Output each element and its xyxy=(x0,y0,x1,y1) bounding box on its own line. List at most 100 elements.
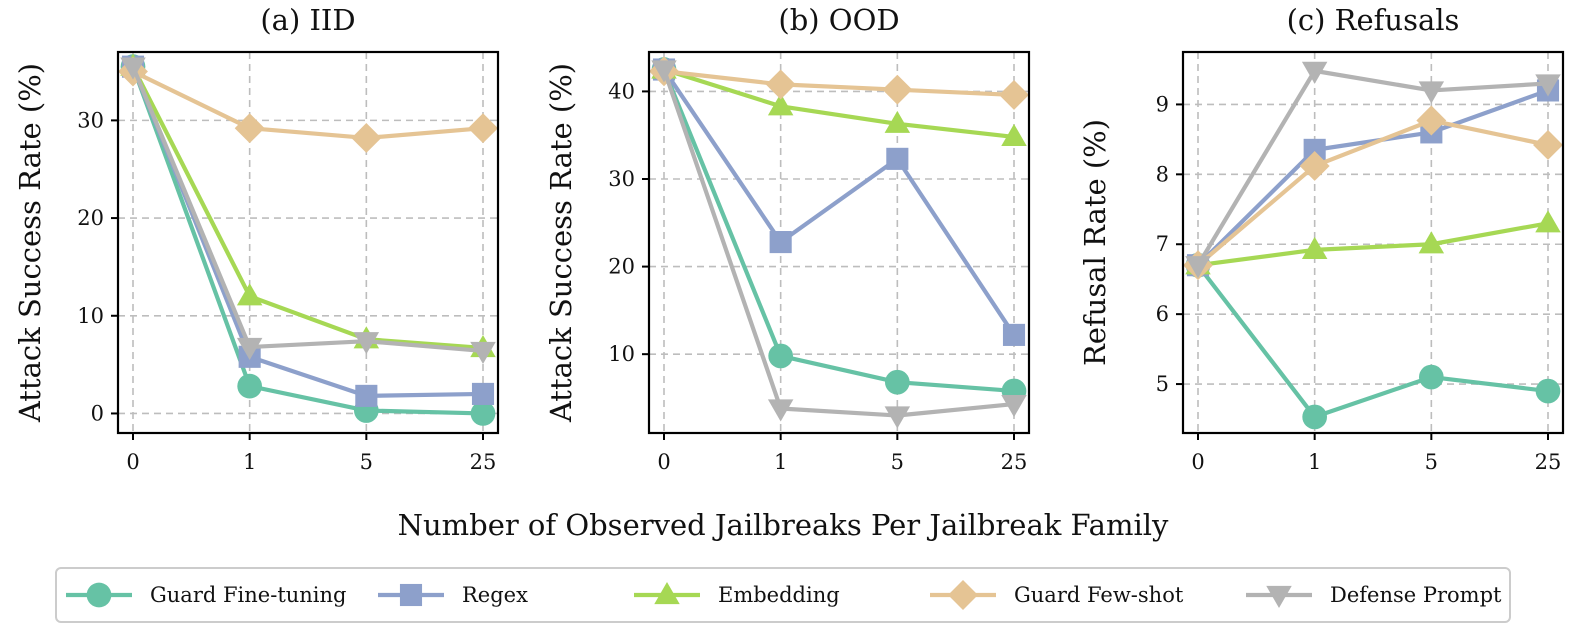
x-tick-label: 25 xyxy=(1535,450,1562,474)
series-line xyxy=(662,68,1015,418)
x-tick-label: 1 xyxy=(1308,450,1321,474)
y-tick-label: 20 xyxy=(77,206,104,230)
series-defense-prompt xyxy=(651,60,1027,429)
panel-title: (b) OOD xyxy=(778,3,899,37)
plot-frame xyxy=(647,50,1031,435)
legend-marker xyxy=(86,582,112,608)
legend-marker xyxy=(654,582,680,605)
data-point xyxy=(470,401,496,426)
series-guard-fine-tuning xyxy=(1185,252,1561,430)
panel-title: (a) IID xyxy=(260,3,355,37)
series-line xyxy=(1197,221,1549,268)
panel-title: (c) Refusals xyxy=(1287,3,1460,37)
data-point xyxy=(468,113,498,144)
data-point xyxy=(353,332,380,355)
gridlines xyxy=(649,52,1029,433)
data-point xyxy=(884,406,911,429)
series-line xyxy=(663,69,1015,98)
legend-marker xyxy=(399,583,423,607)
data-point xyxy=(1302,404,1328,430)
data-point xyxy=(1002,323,1026,346)
data-point xyxy=(767,399,794,422)
series-line xyxy=(1196,263,1549,420)
y-axis-label: Attack Success Rate (%) xyxy=(13,63,47,423)
x-tick-label: 0 xyxy=(1191,450,1204,474)
data-point xyxy=(471,382,495,405)
gridlines xyxy=(1183,52,1563,433)
data-point xyxy=(886,147,909,170)
y-tick-label: 20 xyxy=(608,255,635,279)
series-guard-fine-tuning xyxy=(120,54,496,426)
data-point xyxy=(237,373,263,399)
x-tick-label: 0 xyxy=(657,450,670,474)
y-tick-label: 6 xyxy=(1156,302,1169,326)
data-point xyxy=(1001,123,1027,147)
y-tick-label: 5 xyxy=(1156,372,1169,396)
data-point xyxy=(651,60,677,83)
legend-label: Defense Prompt xyxy=(1330,583,1502,607)
data-point xyxy=(1535,378,1561,404)
x-tick-label: 1 xyxy=(774,450,787,474)
data-point xyxy=(236,337,263,361)
legend-item-defense-prompt: Defense Prompt xyxy=(1246,583,1502,608)
chart-panel-2: 0 1 5 25 10 20 30 40 (b) OOD Attack Success Rate … xyxy=(544,3,1031,474)
plot-frame xyxy=(116,50,500,435)
x-tick-label: 5 xyxy=(360,450,373,474)
y-tick-label: 40 xyxy=(608,79,635,103)
y-tick-label: 9 xyxy=(1156,92,1169,116)
x-tick-label: 25 xyxy=(1001,450,1028,474)
legend-item-guard-few-shot: Guard Few-shot xyxy=(930,580,1184,610)
series-guard-few-shot xyxy=(118,56,498,153)
y-tick-label: 30 xyxy=(77,108,104,132)
data-point xyxy=(234,113,265,144)
series-guard-few-shot xyxy=(1183,105,1563,281)
data-point xyxy=(120,57,146,80)
data-point xyxy=(236,283,263,306)
x-tick-label: 25 xyxy=(470,450,497,474)
y-axis-label: Attack Success Rate (%) xyxy=(544,63,578,423)
series-line xyxy=(131,65,484,416)
legend-label: Guard Few-shot xyxy=(1014,583,1184,607)
legend-marker xyxy=(1266,585,1292,608)
data-point xyxy=(1416,105,1447,136)
data-point xyxy=(1001,394,1027,418)
x-tick-label: 5 xyxy=(891,450,904,474)
y-tick-label: 0 xyxy=(91,401,104,425)
y-tick-label: 7 xyxy=(1156,232,1169,256)
series-line xyxy=(131,65,484,351)
data-point xyxy=(1299,151,1330,181)
legend-item-regex: Regex xyxy=(378,583,528,607)
series-defense-prompt xyxy=(1185,61,1561,279)
y-axis-label: Refusal Rate (%) xyxy=(1078,119,1112,366)
series-line xyxy=(1196,118,1549,267)
series-line xyxy=(131,65,484,354)
data-point xyxy=(884,110,911,133)
series-regex xyxy=(121,55,495,407)
y-tick-label: 10 xyxy=(77,304,104,328)
x-tick-label: 1 xyxy=(243,450,256,474)
data-point xyxy=(355,384,378,407)
legend-item-guard-fine-tuning: Guard Fine-tuning xyxy=(66,582,347,608)
data-point xyxy=(769,231,792,254)
x-tick-label: 0 xyxy=(126,450,139,474)
y-tick-label: 30 xyxy=(608,167,635,191)
series-line xyxy=(662,68,1015,394)
data-point xyxy=(767,93,794,116)
series-defense-prompt xyxy=(120,57,496,364)
series-embedding xyxy=(120,53,496,358)
data-point xyxy=(1185,256,1211,279)
data-point xyxy=(768,343,794,369)
legend: Guard Fine-tuning Regex Embedding Guard Few… xyxy=(55,567,1511,623)
legend-label: Embedding xyxy=(718,583,840,607)
data-point xyxy=(884,369,910,395)
data-point xyxy=(999,79,1029,110)
data-point xyxy=(1535,210,1561,233)
chart-panel-1: 0 1 5 25 0 10 20 30 (a) IID Attack Success Rate (… xyxy=(13,3,500,474)
data-point xyxy=(351,123,382,153)
legend-label: Guard Fine-tuning xyxy=(150,583,347,607)
data-point xyxy=(470,341,496,364)
chart-panel-3: 0 1 5 25 5 6 7 8 9 (c) Refusals Refusal Rate (%) xyxy=(1078,3,1565,474)
legend-label: Regex xyxy=(462,583,528,607)
